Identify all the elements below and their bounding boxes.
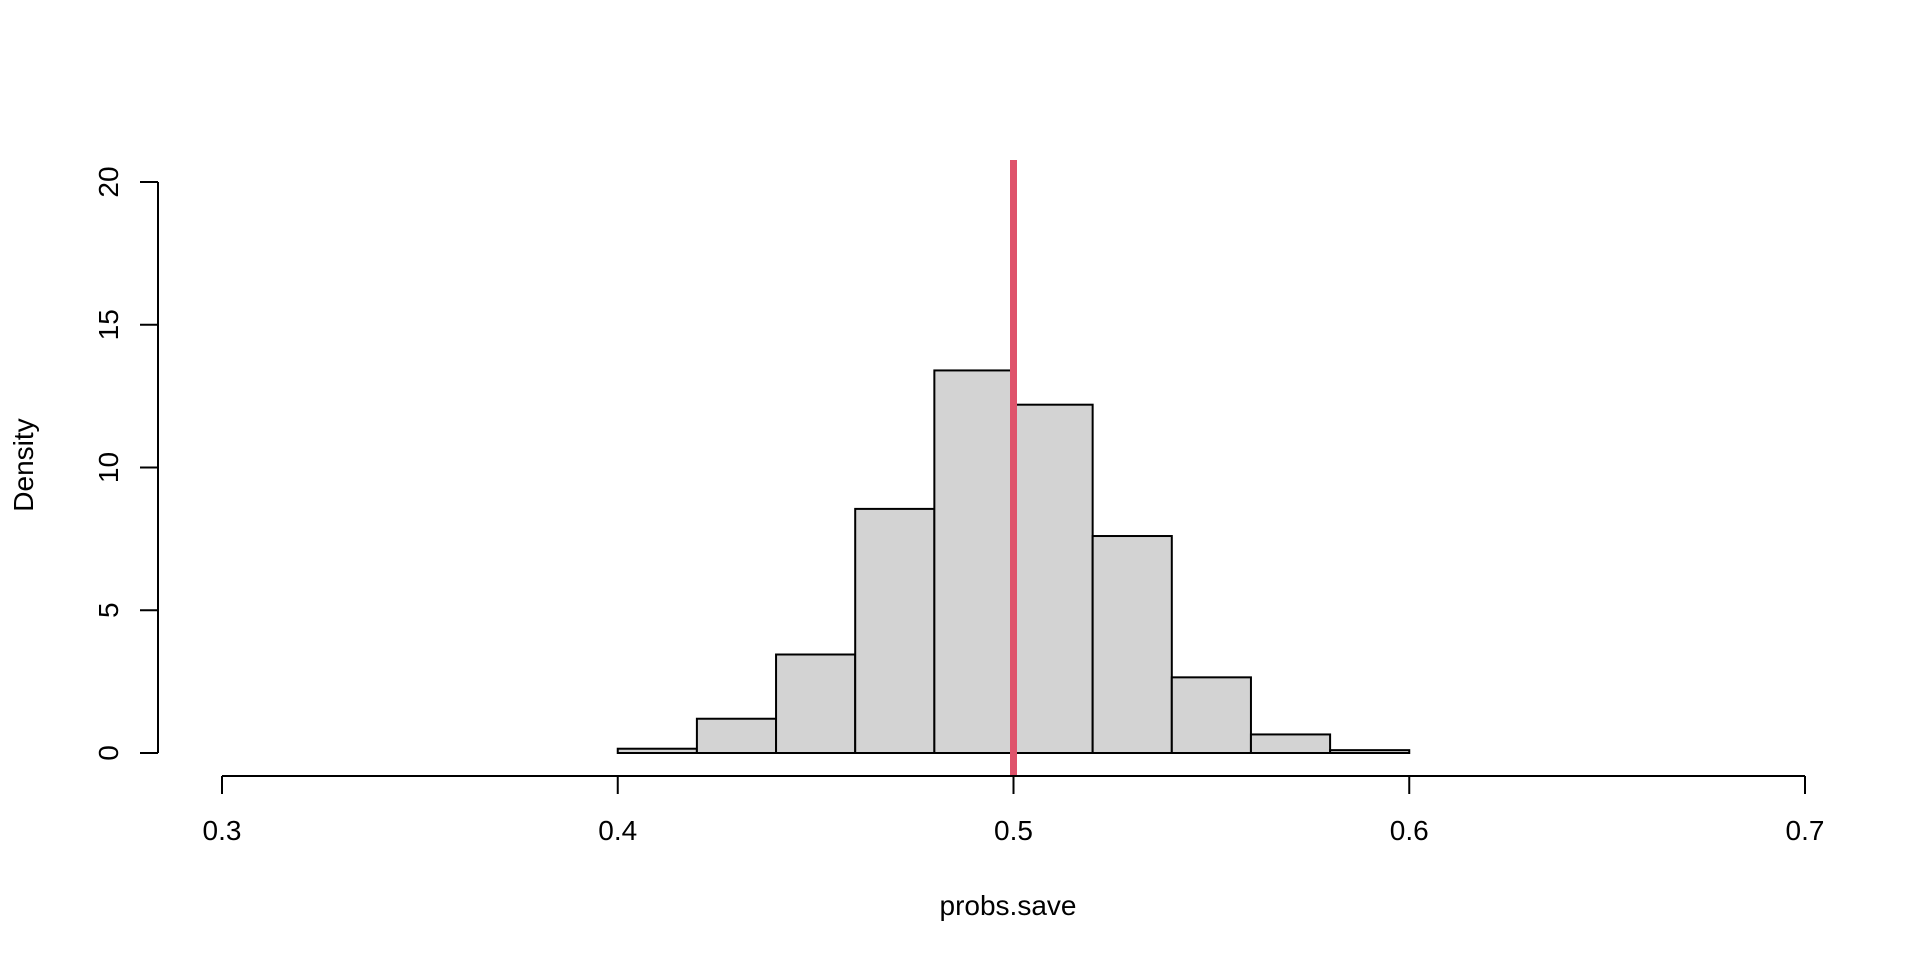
x-tick-label: 0.5 [994, 815, 1033, 846]
x-axis-title: probs.save [940, 890, 1077, 921]
x-tick-label: 0.4 [598, 815, 637, 846]
histogram-bar [933, 369, 1015, 754]
y-axis-title: Density [8, 418, 39, 511]
y-tick-label: 15 [93, 309, 124, 340]
x-tick-label: 0.3 [203, 815, 242, 846]
histogram-bars [616, 369, 1411, 755]
histogram-bar [1091, 535, 1173, 755]
histogram-bar [1012, 403, 1094, 754]
y-tick-label: 5 [93, 602, 124, 618]
histogram-bar [1170, 676, 1252, 755]
x-axis: 0.3 0.4 0.5 0.6 0.7 [203, 775, 1825, 846]
histogram-bar [616, 747, 698, 755]
histogram-bar [1249, 733, 1332, 755]
histogram-bar [695, 717, 778, 754]
y-tick-label: 0 [93, 745, 124, 761]
histogram-bar [1329, 749, 1411, 755]
histogram-bar [775, 653, 857, 754]
y-tick-label: 20 [93, 166, 124, 197]
x-tick-label: 0.6 [1390, 815, 1429, 846]
x-tick-label: 0.7 [1786, 815, 1825, 846]
y-axis: 0 5 10 15 20 [93, 166, 159, 761]
histogram-bar [854, 507, 936, 754]
y-tick-label: 10 [93, 452, 124, 483]
